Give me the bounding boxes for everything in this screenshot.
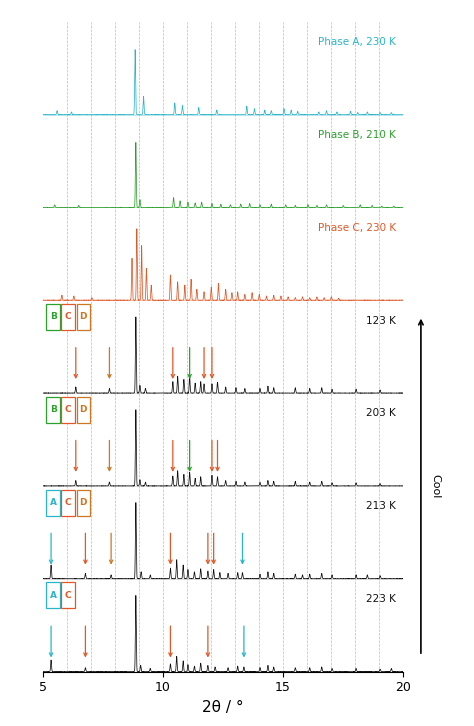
Text: D: D xyxy=(80,405,87,415)
Bar xyxy=(62,582,75,608)
Text: B: B xyxy=(50,405,56,415)
Bar xyxy=(76,489,90,515)
Bar xyxy=(62,397,75,423)
Bar xyxy=(62,489,75,515)
Text: C: C xyxy=(65,591,72,600)
X-axis label: 2θ / °: 2θ / ° xyxy=(202,700,244,715)
Bar xyxy=(76,397,90,423)
Text: A: A xyxy=(50,498,56,507)
Text: C: C xyxy=(65,498,72,507)
Text: Phase B, 210 K: Phase B, 210 K xyxy=(318,130,396,140)
Text: 123 K: 123 K xyxy=(366,316,396,326)
Text: 213 K: 213 K xyxy=(366,502,396,511)
Bar xyxy=(76,304,90,330)
Text: 223 K: 223 K xyxy=(366,594,396,604)
Bar xyxy=(46,582,60,608)
Text: D: D xyxy=(80,312,87,322)
Bar xyxy=(62,304,75,330)
Text: A: A xyxy=(50,591,56,600)
Bar xyxy=(46,397,60,423)
Text: D: D xyxy=(80,498,87,507)
Text: Cool: Cool xyxy=(431,473,441,498)
Text: Phase A, 230 K: Phase A, 230 K xyxy=(318,37,396,47)
Text: Phase C, 230 K: Phase C, 230 K xyxy=(318,223,396,233)
Text: C: C xyxy=(65,405,72,415)
Text: 203 K: 203 K xyxy=(366,409,396,418)
Bar xyxy=(46,304,60,330)
Text: C: C xyxy=(65,312,72,322)
Bar xyxy=(46,489,60,515)
Text: B: B xyxy=(50,312,56,322)
